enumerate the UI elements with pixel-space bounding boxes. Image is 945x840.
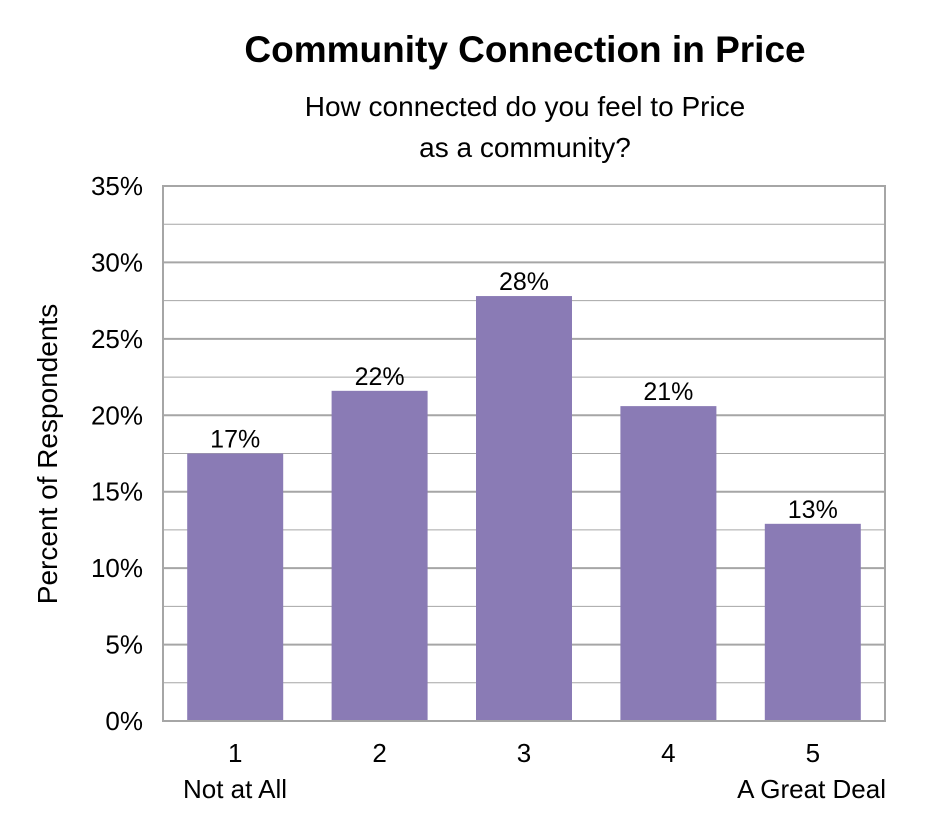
y-tick-label: 0% [105, 706, 143, 736]
x-tick-label-4: 4 [661, 738, 675, 768]
chart-subtitle-line-2: as a community? [419, 132, 631, 163]
data-label-1: 17% [210, 426, 260, 454]
y-tick-labels: 0% 5% 10% 15% 20% 25% 30% 35% [91, 171, 143, 736]
x-tick-label-1: 1 [228, 738, 242, 768]
y-tick-label: 15% [91, 477, 143, 507]
x-category-labels: 1 Not at All 2 3 4 5 A Great Deal [183, 738, 886, 804]
chart-title: Community Connection in Price [244, 29, 805, 70]
y-tick-label: 35% [91, 171, 143, 201]
x-sublabel-5: A Great Deal [737, 774, 886, 804]
chart-subtitle-line-1: How connected do you feel to Price [305, 91, 745, 122]
y-tick-label: 5% [105, 630, 143, 660]
data-label-5: 13% [788, 496, 838, 524]
y-axis-label: Percent of Respondents [32, 304, 63, 604]
plot-area-border [162, 185, 886, 722]
bar-1 [187, 453, 284, 721]
y-tick-label: 20% [91, 400, 143, 430]
bar-2 [331, 390, 428, 721]
data-label-4: 21% [643, 378, 693, 406]
bar-3 [476, 296, 572, 721]
x-tick-label-3: 3 [517, 738, 531, 768]
y-tick-label: 30% [91, 247, 143, 277]
data-label-3: 28% [499, 268, 549, 296]
bar-5 [764, 523, 861, 721]
y-tick-label: 10% [91, 553, 143, 583]
x-tick-label-5: 5 [806, 738, 820, 768]
bars [187, 296, 861, 721]
y-tick-label: 25% [91, 324, 143, 354]
x-sublabel-1: Not at All [183, 774, 287, 804]
bar-4 [620, 406, 717, 721]
x-tick-label-2: 2 [372, 738, 386, 768]
data-label-2: 22% [355, 363, 405, 391]
data-labels: 17% 22% 28% 21% 13% [210, 268, 838, 524]
